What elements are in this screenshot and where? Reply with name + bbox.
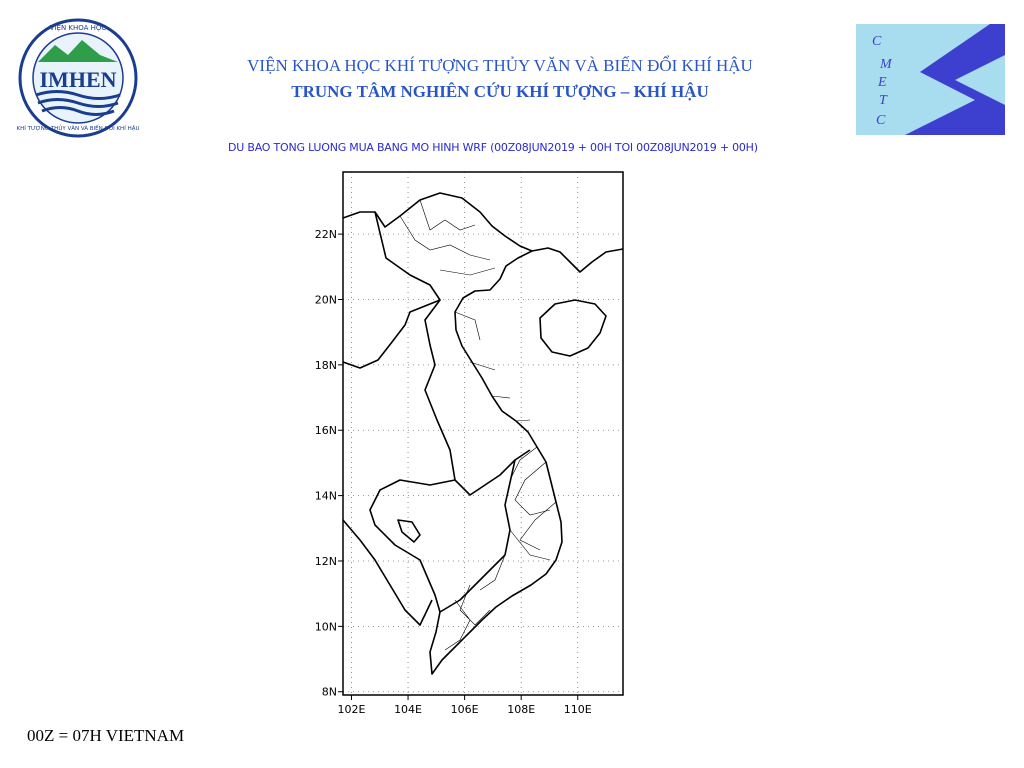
footer-note: 00Z = 07H VIETNAM: [27, 726, 184, 745]
logo-s: [905, 24, 1005, 135]
tonle-sap: [397, 519, 421, 543]
lat-tick-label: 12N: [315, 555, 337, 568]
lat-tick-label: 14N: [315, 490, 337, 503]
logo-letter: E: [877, 75, 887, 90]
lat-tick-label: 22N: [315, 228, 337, 241]
logo-top: VIỆN KHOA HỌC: [50, 23, 107, 32]
logo-letter: M: [879, 57, 893, 72]
cambodia-border: [369, 459, 516, 613]
grid: [343, 172, 623, 695]
coastline: [342, 192, 563, 675]
boundaries: [342, 192, 624, 675]
lat-tick-label: 16N: [315, 424, 337, 437]
thai-coast: [342, 519, 433, 626]
logo-mountain: [38, 40, 118, 62]
lat-tick-label: 8N: [322, 686, 337, 699]
lat-tick-label: 10N: [315, 620, 337, 633]
header-title: VIỆN KHOA HỌC KHÍ TƯỢNG THỦY VĂN VÀ BIẾN…: [247, 55, 753, 75]
lon-tick-label: 104E: [394, 703, 422, 716]
lat-tick-label: 18N: [315, 359, 337, 372]
logo-name: IMHEN: [40, 67, 117, 92]
map-title: DU BAO TONG LUONG MUA BANG MO HINH WRF (…: [228, 141, 758, 154]
header-subtitle: TRUNG TÂM NGHIÊN CỨU KHÍ TƯỢNG – KHÍ HẬU: [291, 82, 708, 101]
lon-tick-label: 108E: [507, 703, 535, 716]
imhen-logo: IMHEN VIỆN KHOA HỌC KHÍ TƯỢNG THỦY VĂN V…: [16, 18, 140, 138]
hainan: [539, 299, 607, 357]
provinces: [399, 199, 557, 651]
logo-letter: T: [879, 93, 888, 108]
lon-tick-label: 106E: [451, 703, 479, 716]
lat-tick-label: 20N: [315, 293, 337, 306]
lon-tick-label: 102E: [338, 703, 366, 716]
vn-laos-border: [424, 299, 531, 496]
lon-tick-label: 110E: [564, 703, 592, 716]
logo-letter: C: [876, 113, 886, 128]
logo-waves: [35, 90, 121, 116]
logo-ring-text: KHÍ TƯỢNG THỦY VĂN VÀ BIẾN ĐỔI KHÍ HẬU: [16, 124, 139, 132]
map-frame: [342, 171, 624, 696]
laos-border: [342, 211, 441, 369]
logo-letter: C: [872, 34, 882, 49]
china-coast: [531, 247, 624, 273]
